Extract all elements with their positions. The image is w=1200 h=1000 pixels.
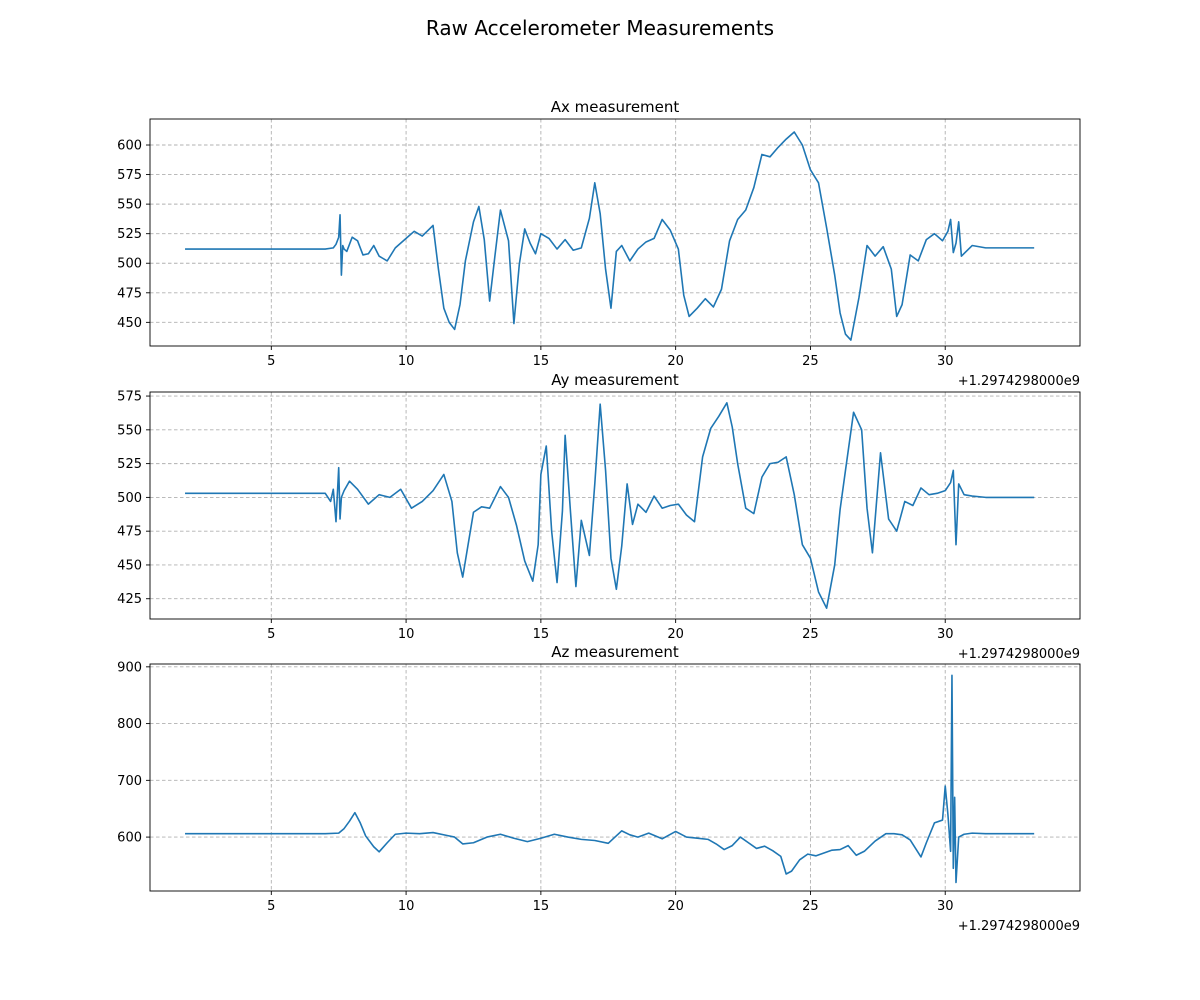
y-tick-label: 450 (117, 558, 142, 573)
x-offset-label: +1.2974298000e9 (958, 374, 1080, 389)
axes-frame (149, 118, 1081, 347)
y-tick-label: 525 (117, 227, 142, 242)
y-tick-label: 600 (117, 831, 142, 846)
y-tick-label: 425 (117, 592, 142, 607)
x-tick-label: 25 (802, 899, 819, 914)
x-tick-label: 20 (667, 627, 684, 642)
x-offset-label: +1.2974298000e9 (958, 647, 1080, 662)
y-tick-label: 550 (117, 198, 142, 213)
series-line-1 (185, 131, 1035, 341)
y-tick-label: 450 (117, 316, 142, 331)
y-tick-label: 700 (117, 774, 142, 789)
subplot-title: Ax measurement (551, 98, 680, 116)
subplot-1: 5 10 15 20 25 30 450 475 500 525 550 575 600 Ax measu… (117, 98, 1081, 389)
x-offset-label: +1.2974298000e9 (958, 919, 1080, 934)
x-tick-label: 15 (533, 899, 550, 914)
series-line-1 (185, 674, 1035, 884)
x-tick-label: 25 (802, 354, 819, 369)
y-tick-label: 800 (117, 717, 142, 732)
x-tick-label: 10 (398, 354, 415, 369)
x-tick-label: 20 (667, 899, 684, 914)
y-tick-label: 500 (117, 257, 142, 272)
x-tick-label: 5 (267, 354, 275, 369)
subplot-title: Az measurement (551, 643, 679, 661)
x-tick-label: 30 (937, 627, 954, 642)
y-tick-label: 575 (117, 168, 142, 183)
y-tick-label: 525 (117, 457, 142, 472)
axes-frame (149, 391, 1081, 620)
y-tick-label: 550 (117, 423, 142, 438)
y-tick-label: 475 (117, 525, 142, 540)
x-tick-label: 10 (398, 899, 415, 914)
series-line-1 (185, 402, 1035, 609)
x-tick-label: 15 (533, 354, 550, 369)
y-tick-label: 575 (117, 390, 142, 405)
x-tick-label: 30 (937, 899, 954, 914)
y-tick-label: 600 (117, 139, 142, 154)
figure-title: Raw Accelerometer Measurements (425, 16, 775, 40)
x-tick-label: 10 (398, 627, 415, 642)
y-tick-label: 900 (117, 660, 142, 675)
x-tick-label: 20 (667, 354, 684, 369)
x-tick-label: 30 (937, 354, 954, 369)
y-tick-label: 475 (117, 286, 142, 301)
subplot-title: Ay measurement (551, 371, 679, 389)
axes-frame (149, 663, 1081, 892)
subplot-2: 5 10 15 20 25 30 425 450 475 500 525 550 575 Ay measu… (117, 371, 1081, 662)
x-tick-label: 5 (267, 899, 275, 914)
x-tick-label: 5 (267, 627, 275, 642)
subplot-3: 5 10 15 20 25 30 600 700 800 900 Az measurement +1.… (117, 643, 1081, 934)
x-tick-label: 15 (533, 627, 550, 642)
x-tick-label: 25 (802, 627, 819, 642)
y-tick-label: 500 (117, 491, 142, 506)
